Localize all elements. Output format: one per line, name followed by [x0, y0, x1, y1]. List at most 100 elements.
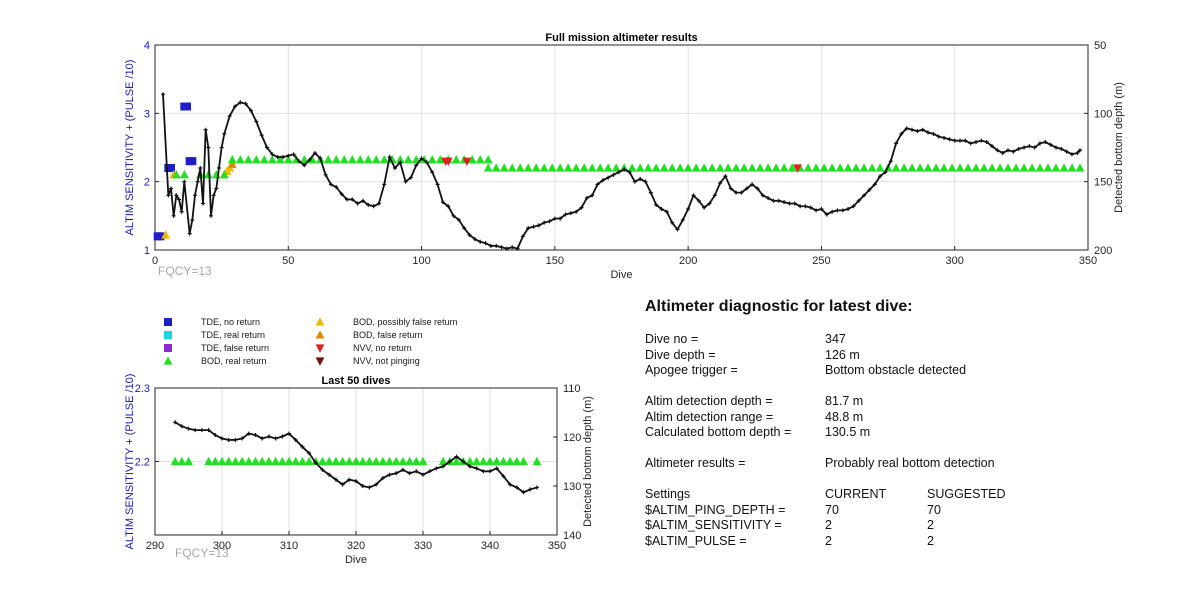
data-point [867, 163, 877, 172]
x-tick-label: 330 [414, 540, 432, 552]
y-right-tick-label: 200 [1094, 245, 1112, 257]
bottom-depth-point [160, 92, 165, 97]
data-point [555, 163, 565, 172]
data-point [987, 163, 997, 172]
bottom-depth-point [392, 166, 397, 170]
data-point [507, 163, 517, 172]
data-point [731, 163, 741, 172]
bottom-depth-point [528, 487, 533, 492]
bottom-depth-point [206, 145, 211, 150]
bottom-depth-point [899, 131, 904, 136]
bottom-depth-point [830, 209, 835, 214]
bottom-depth-point [514, 485, 519, 490]
bottom-depth-point [313, 460, 318, 465]
data-point [811, 163, 821, 172]
data-point [227, 159, 237, 169]
data-point [755, 163, 765, 172]
bottom-depth-point [461, 459, 466, 464]
legend-marker [315, 330, 325, 339]
x-tick-label: 290 [146, 540, 164, 552]
bottom-depth-point [643, 179, 648, 184]
data-point [244, 456, 254, 466]
legend-item: BOD, false return [315, 330, 423, 340]
bottom-depth-point [654, 202, 659, 207]
bottom-depth-point [622, 167, 627, 172]
bottom-depth-point [462, 226, 467, 231]
data-point [803, 163, 813, 172]
y-tick-label: 4 [144, 40, 150, 52]
bottom-depth-point [680, 217, 685, 222]
y-right-tick-label: 120 [563, 432, 581, 444]
data-point [203, 170, 213, 179]
x-tick-label: 200 [679, 255, 697, 267]
bottom-depth-point [520, 234, 525, 239]
dive-depth-value: 126 m [825, 347, 860, 362]
chart-1: 0 50 100 150 200 250 300 350 1 2 3 4 50 100 150 200 Full… [124, 32, 1125, 281]
results-value: Probably real bottom detection [825, 456, 995, 470]
data-point [177, 456, 187, 466]
pulse-suggested: 2 [927, 533, 934, 548]
x-tick-label: 350 [1079, 255, 1097, 267]
bottom-depth-point [1070, 152, 1075, 157]
data-point [595, 163, 605, 172]
bottom-depth-point [501, 474, 506, 479]
results-label: Altimeter results = [645, 456, 746, 470]
data-point [1003, 163, 1013, 172]
data-point [210, 456, 220, 466]
legend-item: TDE, false return [164, 343, 269, 353]
legend-label: NVV, no return [353, 343, 412, 353]
y-tick-label: 2.2 [135, 457, 150, 469]
bottom-depth-point [472, 237, 477, 242]
bottom-depth-point [403, 179, 408, 184]
bottom-depth-point [232, 104, 237, 109]
bottom-depth-point [227, 114, 232, 119]
dive-no-value: 347 [825, 332, 846, 346]
data-point [771, 163, 781, 172]
bottom-depth-point [307, 157, 312, 162]
bottom-depth-point [488, 243, 493, 248]
data-point [843, 163, 853, 172]
sensitivity-label: $ALTIM_SENSITIVITY = [645, 518, 782, 532]
data-point [1051, 163, 1061, 172]
data-point [311, 456, 321, 466]
legend-item: BOD, real return [163, 356, 267, 366]
bottom-depth-point [214, 186, 219, 191]
bottom-depth-point [718, 181, 723, 186]
bottom-depth-point [451, 213, 456, 218]
bottom-depth-point [302, 163, 307, 168]
calc-bottom-label: Calculated bottom depth = [645, 425, 792, 439]
bottom-depth-point [270, 152, 275, 157]
bottom-depth-point [750, 182, 755, 187]
bottom-depth-point [510, 245, 515, 250]
bottom-depth-point [920, 127, 925, 132]
bottom-depth-point [1064, 149, 1069, 154]
bottom-depth-point [367, 485, 372, 490]
bottom-depth-point [179, 209, 184, 214]
bottom-depth-point [835, 208, 840, 213]
bottom-depth-point [942, 135, 947, 140]
data-point [891, 163, 901, 172]
bottom-depth-point [296, 159, 301, 164]
bottom-depth-point [494, 466, 499, 471]
x-tick-label: 310 [280, 540, 298, 552]
bottom-depth-point [1038, 141, 1043, 146]
y-right-tick-label: 110 [563, 383, 581, 395]
series-nvv-no-return [441, 157, 802, 173]
bottom-depth-point [1006, 148, 1011, 153]
bottom-depth-point [995, 148, 1000, 153]
bottom-depth-point [248, 108, 253, 113]
bottom-depth-point [441, 464, 446, 469]
data-point [499, 456, 508, 466]
x-tick-label: 50 [282, 255, 294, 267]
bottom-depth-point [407, 471, 412, 476]
bottom-depth-point [266, 434, 271, 439]
legend-label: BOD, real return [201, 356, 267, 366]
bottom-depth-point [233, 437, 238, 442]
bottom-depth-point [798, 204, 803, 209]
bottom-depth-point [179, 424, 184, 429]
data-point [358, 456, 368, 466]
bottom-depth-point [481, 469, 486, 474]
bottom-depth-point [387, 472, 392, 477]
data-point [819, 163, 829, 172]
bottom-depth-point [198, 166, 203, 170]
